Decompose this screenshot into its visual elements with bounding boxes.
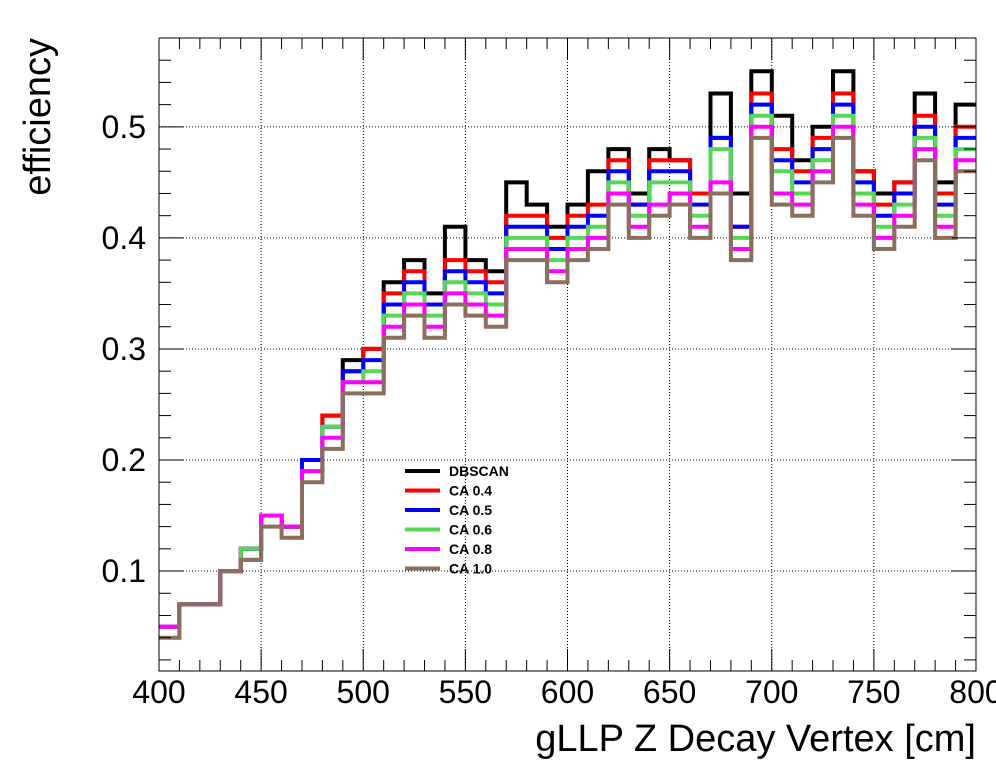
- x-tick-label: 450: [234, 674, 287, 710]
- legend-label: DBSCAN: [449, 463, 509, 479]
- series-lines: [159, 69, 976, 640]
- axis-ticks: [158, 37, 977, 671]
- x-axis-title: gLLP Z Decay Vertex [cm]: [535, 718, 976, 760]
- x-tick-label: 650: [643, 674, 696, 710]
- x-tick-label: 550: [439, 674, 492, 710]
- y-tick-label: 0.3: [102, 331, 146, 367]
- series-line-ca-1-0: [159, 135, 976, 640]
- y-tick-label: 0.1: [102, 553, 146, 589]
- legend-label: CA 0.5: [449, 502, 492, 518]
- legend-label: CA 1.0: [449, 561, 492, 577]
- legend-label: CA 0.6: [449, 522, 492, 538]
- x-tick-label: 600: [541, 674, 594, 710]
- y-axis-title: efficiency: [17, 38, 59, 196]
- x-tick-label: 500: [337, 674, 390, 710]
- y-tick-label: 0.2: [102, 442, 146, 478]
- legend-label: CA 0.8: [449, 541, 492, 557]
- x-tick-label: 700: [745, 674, 798, 710]
- legend: DBSCAN CA 0.4 CA 0.5 CA 0.6 CA 0.8 CA 1.0: [405, 463, 509, 577]
- y-tick-label: 0.4: [102, 220, 146, 256]
- y-tick-label: 0.5: [102, 109, 146, 145]
- legend-label: CA 0.4: [449, 483, 492, 499]
- x-tick-label: 800: [949, 674, 996, 710]
- x-tick-label: 400: [132, 674, 185, 710]
- x-tick-label: 750: [847, 674, 900, 710]
- tick-labels: 400 450 500 550 600 650 700 750 800 0.1 0.2 0.3 0.4 0…: [102, 109, 996, 710]
